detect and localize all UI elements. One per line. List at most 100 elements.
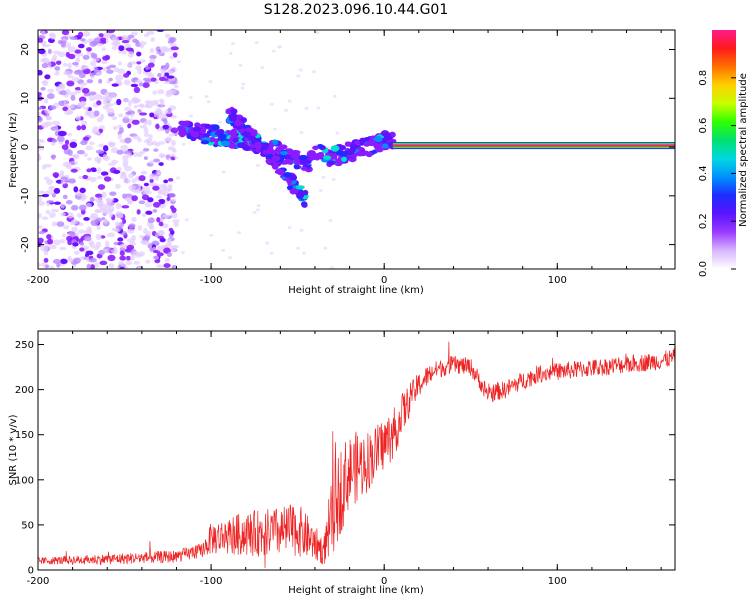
spectrogram-noise-cell: [102, 105, 110, 110]
spectrogram-noise-cell: [44, 74, 51, 80]
spectrogram-noise-cell: [143, 182, 150, 187]
spectrogram-noise-cell: [136, 61, 142, 65]
spectrogram-chirp-upper-cell: [287, 159, 294, 165]
spectrogram-chirp-upper-cell: [323, 155, 332, 160]
spectrogram-noise-cell: [133, 260, 140, 265]
spectrogram-noise-cell: [62, 194, 68, 200]
spectrogram-noise-cell: [94, 193, 103, 198]
spectrogram-noise-cell: [167, 177, 174, 182]
spectrogram-noise-cell: [123, 79, 131, 86]
spectrogram-noise-cell: [237, 231, 242, 235]
spectrogram-chirp-upper-cell: [293, 163, 300, 170]
spectrogram-noise-cell: [125, 255, 132, 261]
spectrogram-chirp-upper-cell: [358, 139, 365, 146]
spectrogram-noise-cell: [125, 47, 134, 51]
spectrogram-noise-cell: [145, 79, 152, 83]
spectrogram-noise-cell: [46, 233, 52, 240]
spectrogram-noise-cell: [102, 55, 110, 61]
spectrogram-noise-cell: [94, 66, 99, 73]
spectrogram-noise-cell: [41, 62, 49, 69]
spectrogram-noise-cell: [170, 46, 179, 51]
spectrogram-noise-cell: [90, 264, 96, 269]
spectrogram-noise-cell: [59, 90, 68, 96]
spectrogram-noise-cell: [38, 147, 45, 151]
spectrogram-noise-cell: [81, 65, 88, 70]
spectrogram-chirp-upper-cell: [327, 160, 336, 166]
spectrogram-chirp-upper-cell: [280, 150, 288, 156]
spectrogram-noise-cell: [133, 151, 138, 157]
spectrogram-chirp-lower-cell: [265, 158, 273, 164]
spectrogram-noise-cell: [52, 172, 60, 178]
spectrogram-noise-cell: [120, 144, 129, 151]
spectrogram-noise-cell: [296, 246, 301, 250]
spectrogram-noise-cell: [328, 219, 333, 223]
spectrogram-noise-cell: [70, 161, 76, 165]
spectrogram-noise-cell: [131, 234, 137, 241]
colorbar-tick-label: 0.4: [698, 165, 709, 181]
spectrogram-noise-cell: [157, 141, 166, 145]
spectrogram-chirp-upper-cell: [228, 143, 237, 149]
spectrogram-noise-cell: [54, 72, 60, 76]
spectrogram-noise-cell: [106, 80, 112, 84]
spectrogram-noise-cell: [67, 178, 76, 184]
spectrogram-chirp-lower-cell: [240, 117, 248, 123]
spectrogram-noise-cell: [98, 33, 104, 38]
spectrogram-noise-cell: [111, 115, 118, 121]
spectrogram-noise-cell: [120, 261, 125, 267]
spectrogram-noise-cell: [181, 142, 186, 146]
spectrogram-noise-cell: [109, 141, 116, 147]
spectrogram-noise-cell: [170, 250, 175, 254]
colorbar-ticks: 0.0 0.2 0.4 0.6 0.8: [698, 70, 736, 277]
spectrogram-chirp-upper-cell: [220, 140, 231, 147]
spectrogram-noise-cell: [163, 119, 168, 125]
spectrogram-noise-cell: [174, 156, 179, 160]
spectrogram-noise-cell: [142, 82, 150, 89]
spectrogram-noise-cell: [149, 54, 157, 60]
spectrogram-chirp-upper-cell: [275, 146, 282, 154]
spectrogram-noise-cell: [101, 47, 106, 51]
spectrogram-noise-cell: [125, 260, 133, 266]
spectrogram-noise-cell: [123, 178, 131, 184]
spectrogram-noise-cell: [154, 232, 160, 238]
spectrogram-noise-cell: [71, 76, 80, 82]
spectrogram-noise-cell: [159, 154, 168, 158]
colorbar-label: Normalized spectral amplitude: [738, 73, 749, 227]
spectrogram-noise-cell: [86, 263, 91, 269]
spectrogram-noise-cell: [72, 242, 79, 247]
spectrogram-noise-cell: [269, 251, 274, 255]
spectrogram-noise-cell: [332, 94, 337, 98]
spectrogram-noise-cell: [66, 42, 72, 49]
spectrogram-noise-cell: [152, 185, 160, 191]
spectrogram-noise-cell: [122, 50, 127, 55]
spectrogram-noise-cell: [166, 196, 171, 202]
carrier-line: [392, 144, 675, 147]
spectrogram-noise-cell: [143, 127, 149, 134]
spectrogram-noise-cell: [82, 106, 90, 110]
spectrogram-noise-cell: [304, 106, 309, 110]
spectrogram-noise-cell: [82, 245, 90, 250]
spectrogram-noise-cell: [62, 161, 72, 168]
spectrogram-noise-cell: [122, 218, 127, 224]
spectrogram-chirp-lower-cell: [267, 146, 274, 152]
spectrogram-noise-cell: [76, 125, 82, 131]
spectrogram-noise-cell: [156, 217, 161, 223]
spectrogram-noise-cell: [43, 250, 49, 256]
spectrogram-noise-cell: [98, 143, 105, 148]
spectrogram-noise-cell: [62, 233, 67, 238]
spectrogram-noise-cell: [105, 197, 111, 203]
spectrogram-chirp-upper-cell: [312, 145, 319, 151]
spectrogram-noise-cell: [169, 55, 175, 60]
spectrogram-noise-cell: [63, 225, 70, 230]
spectrogram-chirp-lower-cell: [242, 130, 251, 138]
spectrogram-noise-cell: [106, 30, 116, 34]
spectrogram-noise-cell: [126, 244, 135, 251]
spectrogram-noise-cell: [95, 241, 102, 248]
spectrogram-noise-cell: [53, 201, 61, 205]
spectrogram-noise-cell: [269, 102, 274, 106]
spectrogram-noise-cell: [70, 219, 78, 225]
spectrogram-noise-cell: [129, 113, 134, 118]
spectrogram-noise-cell: [79, 82, 88, 86]
spectrogram-noise-cell: [131, 216, 137, 222]
spectrogram-noise-cell: [75, 69, 84, 74]
spectrogram-noise-cell: [145, 259, 151, 264]
